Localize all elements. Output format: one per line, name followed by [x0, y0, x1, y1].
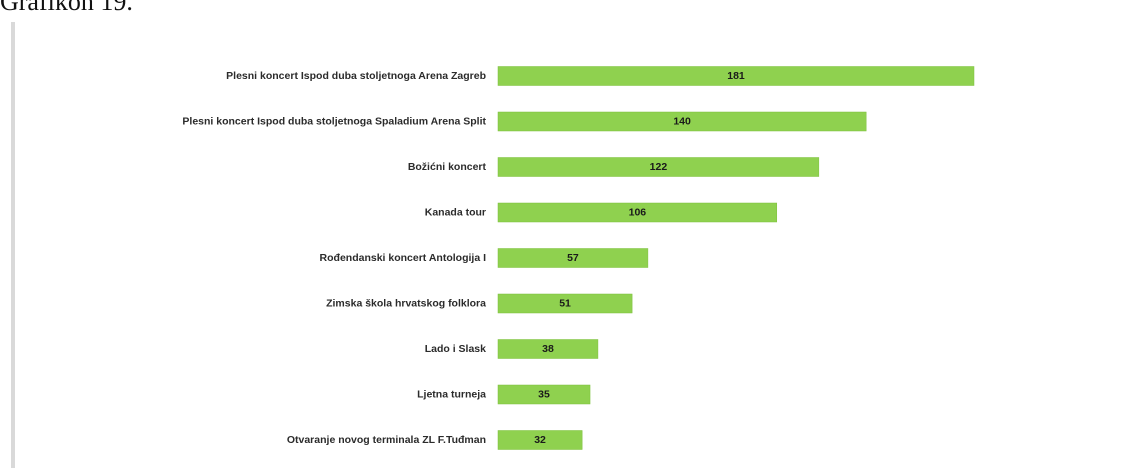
data-label: 32 — [534, 434, 546, 446]
data-label: 57 — [567, 252, 579, 264]
data-label: 181 — [727, 70, 745, 82]
category-label: Lado i Slask — [425, 343, 486, 355]
bar — [497, 293, 633, 314]
data-label: 140 — [673, 116, 691, 128]
figure-caption: Grafikon 19. — [0, 0, 133, 16]
category-label: Zimska škola hrvatskog folklora — [326, 298, 486, 310]
bar — [497, 111, 867, 132]
bar — [497, 157, 820, 177]
bar — [497, 339, 599, 359]
category-label: Otvaranje novog terminala ZL F.Tuđman — [287, 434, 486, 446]
plot-area: Plesni koncert Ispod duba stoljetnoga Ar… — [182, 66, 975, 450]
bar — [497, 384, 591, 405]
data-label: 122 — [650, 161, 668, 173]
category-label: Božićni koncert — [408, 161, 487, 173]
data-label: 106 — [629, 207, 647, 219]
bar — [497, 248, 649, 268]
category-label: Kanada tour — [425, 207, 486, 219]
category-label: Ljetna turneja — [417, 389, 486, 401]
bar — [497, 430, 583, 450]
category-label: Rođendanski koncert Antologija I — [320, 252, 487, 264]
bar — [497, 66, 975, 86]
category-label: Plesni koncert Ispod duba stoljetnoga Ar… — [226, 70, 486, 82]
data-label: 51 — [559, 298, 571, 310]
data-label: 35 — [538, 389, 550, 401]
bar — [497, 202, 778, 223]
category-label: Plesni koncert Ispod duba stoljetnoga Sp… — [182, 116, 486, 128]
left-border-rule — [11, 22, 15, 468]
data-label: 38 — [542, 343, 554, 355]
